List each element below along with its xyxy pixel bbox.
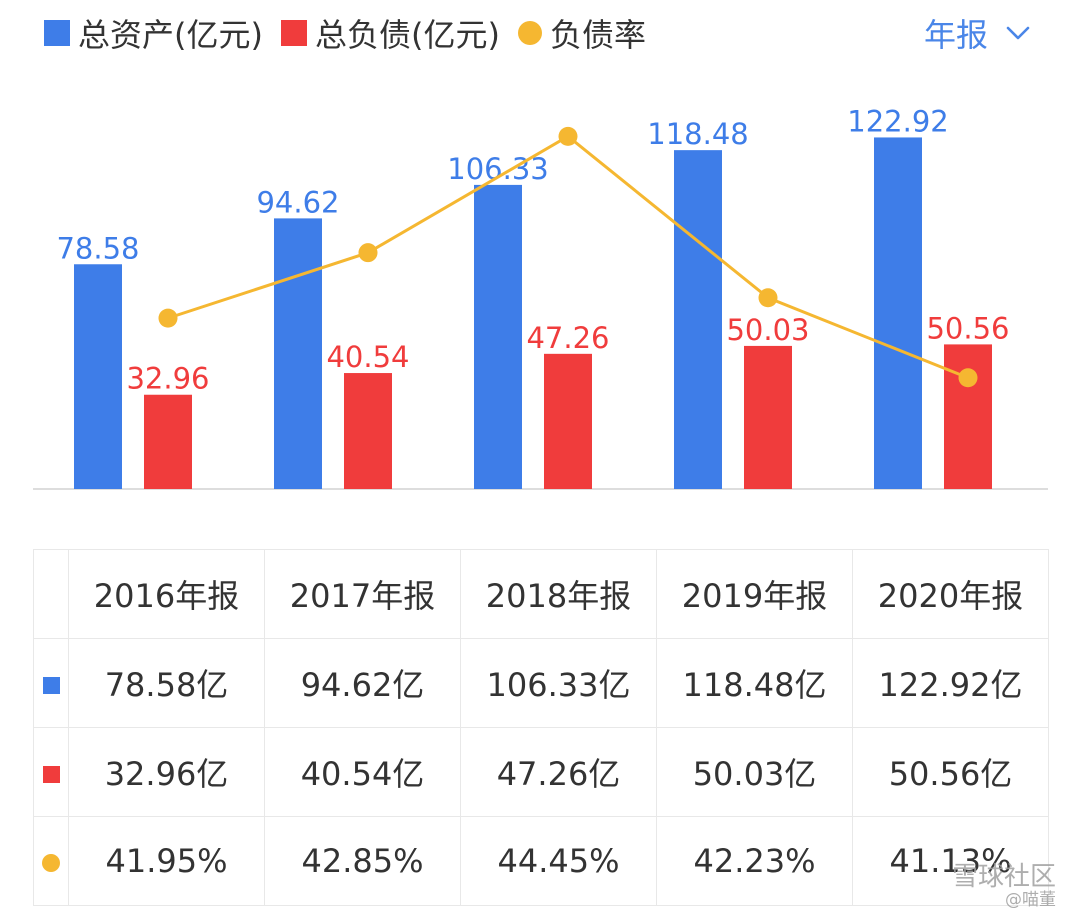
data-label-liabilities-2017年报: 40.54: [326, 340, 409, 374]
legend-label-ratio: 负债率: [549, 16, 646, 54]
chevron-down-icon: [1006, 26, 1030, 40]
table-cell: 41.95%: [68, 816, 265, 906]
legend-item-ratio[interactable]: 负债率: [517, 10, 646, 56]
data-label-liabilities-2018年报: 47.26: [526, 321, 609, 355]
ratio-marker-cell: [33, 816, 69, 906]
bar-assets-2016年报: [74, 264, 122, 489]
period-selector[interactable]: 年报: [924, 8, 1030, 58]
legend-label-liabilities: 总负债(亿元): [314, 16, 500, 54]
table-cell: 42.85%: [264, 816, 461, 906]
table-cell: 32.96亿: [68, 727, 265, 817]
table-cell: 47.26亿: [460, 727, 657, 817]
table-cell: 122.92亿: [852, 638, 1049, 728]
data-label-assets-2020年报: 122.92: [847, 104, 948, 138]
table-cell: 50.56亿: [852, 727, 1049, 817]
bar-assets-2017年报: [274, 218, 322, 490]
watermark-site: 雪球社区: [951, 861, 1056, 892]
table-cell: 78.58亿: [68, 638, 265, 728]
table-cell: 42.23%: [656, 816, 853, 906]
table-row-assets: 78.58亿 94.62亿 106.33亿 118.48亿 122.92亿: [33, 638, 1049, 728]
table-row-liabilities: 32.96亿 40.54亿 47.26亿 50.03亿 50.56亿: [33, 727, 1049, 817]
bar-liabilities-2016年报: [144, 394, 192, 489]
data-label-liabilities-2020年报: 50.56: [926, 311, 1009, 345]
table-header-2018: 2018年报: [460, 549, 657, 639]
liabilities-marker-icon: [42, 766, 60, 783]
period-selector-label: 年报: [923, 16, 988, 54]
assets-marker-icon: [42, 677, 60, 694]
data-label-assets-2017年报: 94.62: [256, 185, 339, 219]
table-cell: 50.03亿: [656, 727, 853, 817]
data-table: 2016年报 2017年报 2018年报 2019年报 2020年报 78.58…: [33, 549, 1049, 906]
table-header-2020: 2020年报: [852, 549, 1049, 639]
bar-liabilities-2017年报: [344, 373, 392, 489]
table-corner-cell: [33, 549, 69, 639]
assets-marker-cell: [33, 638, 69, 728]
legend-swatch-liabilities: [280, 20, 307, 46]
ratio-point-2018年报: [558, 126, 578, 146]
ratio-point-2016年报: [158, 308, 178, 328]
ratio-point-2017年报: [358, 243, 378, 263]
table-header-2016: 2016年报: [68, 549, 265, 639]
data-label-liabilities-2019年报: 50.03: [726, 313, 809, 347]
table-header-row: 2016年报 2017年报 2018年报 2019年报 2020年报: [33, 549, 1049, 639]
ratio-point-2019年报: [758, 288, 778, 308]
bar-liabilities-2019年报: [744, 345, 792, 489]
table-header-2019: 2019年报: [656, 549, 853, 639]
data-label-liabilities-2016年报: 32.96: [126, 362, 209, 396]
watermark-author: @喵董: [1005, 890, 1056, 911]
legend-label-assets: 总资产(亿元): [78, 16, 263, 54]
table-cell: 44.45%: [460, 816, 657, 906]
legend-swatch-ratio: [517, 21, 542, 45]
liabilities-marker-cell: [33, 727, 69, 817]
table-cell: 41.13%: [852, 816, 1049, 906]
ratio-point-2020年报: [958, 368, 978, 388]
bar-assets-2018年报: [474, 184, 522, 490]
data-label-assets-2016年报: 78.58: [56, 231, 139, 265]
chart-legend: 总资产(亿元) 总负债(亿元) 负债率: [44, 8, 646, 58]
table-row-ratio: 41.95% 42.85% 44.45% 42.23% 41.13%: [33, 816, 1049, 906]
bar-liabilities-2018年报: [544, 353, 592, 489]
chart-plot: 78.5832.9694.6240.54106.3347.26118.4850.…: [33, 104, 1048, 490]
legend-swatch-assets: [44, 20, 70, 46]
bar-assets-2019年报: [674, 150, 722, 489]
bar-assets-2020年报: [874, 137, 922, 490]
legend-item-liabilities[interactable]: 总负债(亿元): [280, 10, 500, 56]
table-cell: 94.62亿: [264, 638, 461, 728]
legend-item-assets[interactable]: 总资产(亿元): [44, 10, 263, 56]
bar-liabilities-2020年报: [944, 344, 992, 489]
table-cell: 40.54亿: [264, 727, 461, 817]
table-cell: 106.33亿: [460, 638, 657, 728]
table-cell: 118.48亿: [656, 638, 853, 728]
watermark: 雪球社区 @喵董: [951, 861, 1056, 911]
ratio-marker-icon: [42, 854, 60, 872]
table-header-2017: 2017年报: [264, 549, 461, 639]
data-label-assets-2019年报: 118.48: [647, 117, 748, 151]
